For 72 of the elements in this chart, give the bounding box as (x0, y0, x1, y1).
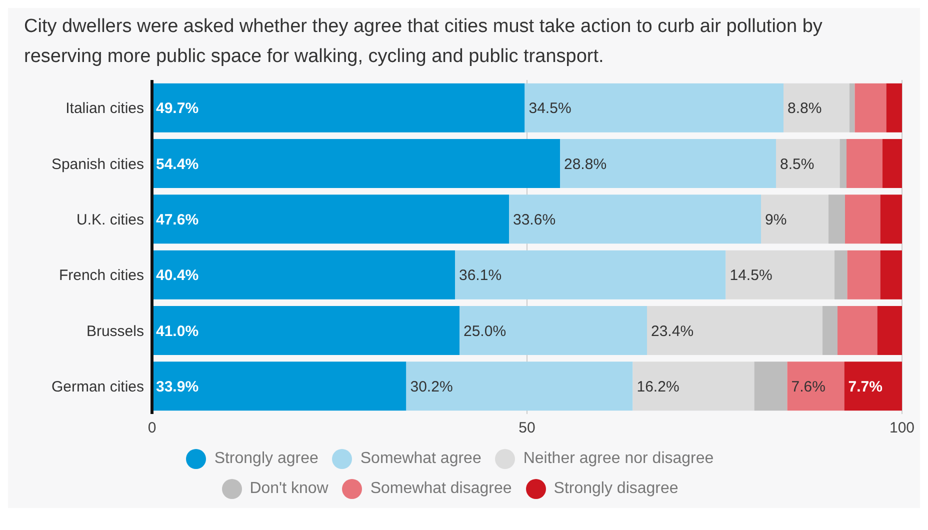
data-label: 8.8% (788, 100, 822, 118)
bar (524, 83, 784, 132)
bar (822, 306, 838, 356)
bar (844, 362, 902, 411)
bar (846, 139, 882, 188)
data-label: 54.4% (156, 156, 199, 173)
data-label: 16.2% (636, 378, 680, 396)
bar (847, 250, 880, 300)
data-label: 14.5% (730, 267, 772, 284)
data-label: 9% (765, 211, 787, 228)
y-tick-label: French cities (58, 267, 144, 284)
bar (560, 139, 776, 188)
data-label: 49.7% (156, 100, 199, 118)
x-tick-label: 100 (889, 420, 915, 437)
bar (828, 194, 845, 244)
bar (880, 194, 902, 244)
data-label: 28.8% (564, 156, 607, 173)
bar (776, 139, 840, 188)
bar (882, 139, 902, 188)
bar (509, 194, 761, 244)
data-label: 40.4% (156, 267, 199, 284)
data-label: 34.5% (528, 100, 572, 118)
bar (152, 83, 525, 132)
bar (152, 250, 455, 300)
y-tick-label: Brussels (86, 322, 144, 340)
data-label: 33.9% (156, 378, 199, 396)
data-label: 41.0% (156, 322, 199, 340)
y-tick-label: U.K. cities (76, 211, 144, 228)
bar (455, 250, 726, 300)
x-tick-label: 0 (148, 420, 156, 437)
data-label: 8.5% (780, 156, 814, 173)
legend-label: Strongly disagree (552, 479, 678, 499)
bar (838, 306, 878, 356)
data-label: 33.6% (513, 211, 556, 228)
bar (632, 362, 754, 411)
bar (784, 83, 850, 132)
legend-label: Somewhat agree (359, 449, 482, 469)
bar (886, 83, 902, 132)
bar (880, 250, 902, 300)
bar (877, 306, 902, 356)
bar (152, 306, 460, 356)
x-tick-label: 50 (518, 420, 536, 437)
data-label: 25.0% (464, 322, 506, 340)
legend-label: Don't know (248, 479, 328, 499)
data-label: 47.6% (156, 211, 199, 228)
bar (647, 306, 822, 356)
y-tick-label: German cities (51, 378, 144, 396)
bar (406, 362, 633, 411)
data-label: 36.1% (459, 267, 502, 284)
data-label: 23.4% (651, 322, 694, 340)
legend-label: Strongly agree (213, 449, 318, 469)
bar (787, 362, 844, 411)
bar (152, 194, 509, 244)
legend-label: Neither agree nor disagree (522, 449, 714, 469)
data-label: 7.6% (791, 378, 826, 396)
y-tick-label: Italian cities (66, 100, 144, 118)
bar (761, 194, 828, 244)
data-label: 7.7% (848, 378, 882, 396)
bar (726, 250, 834, 300)
bar (845, 194, 880, 244)
bar (754, 362, 788, 411)
data-label: 30.2% (410, 378, 453, 396)
bar (834, 250, 848, 300)
bar (854, 83, 886, 132)
bar (460, 306, 647, 356)
bar (152, 139, 560, 188)
bar (840, 139, 846, 188)
bar (850, 83, 855, 132)
legend-label: Somewhat disagree (369, 479, 512, 499)
chart-title: City dwellers were asked whether they agree that cities must take action to curb air pollution by reserving more public space for walking, cycling and public transport. (23, 15, 824, 69)
bar (152, 362, 406, 411)
y-tick-label: Spanish cities (51, 156, 144, 173)
